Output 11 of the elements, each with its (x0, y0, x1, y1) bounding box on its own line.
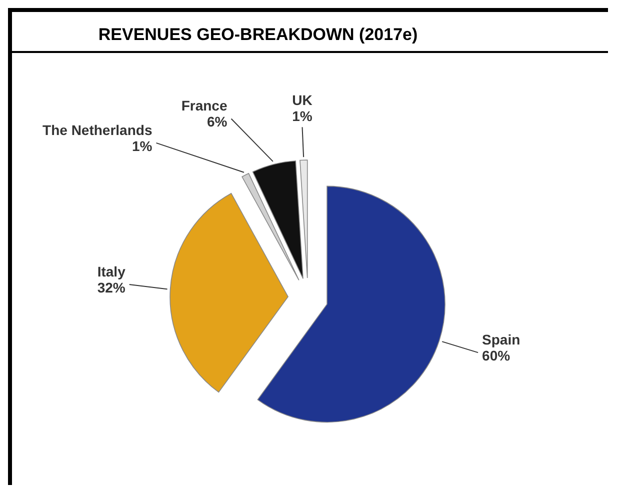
slice-label: France (181, 98, 228, 114)
data-label: 1% (132, 138, 153, 154)
slice-label: Italy (97, 264, 126, 280)
chart-title: REVENUES GEO-BREAKDOWN (2017e) (98, 25, 418, 44)
data-label: 60% (482, 348, 511, 364)
slice-label: The Netherlands (42, 122, 152, 138)
data-label: 1% (292, 108, 313, 124)
slice-label: Spain (482, 332, 520, 348)
data-label: 6% (207, 114, 228, 130)
data-label: 32% (97, 280, 126, 296)
slice-label: UK (292, 92, 312, 108)
